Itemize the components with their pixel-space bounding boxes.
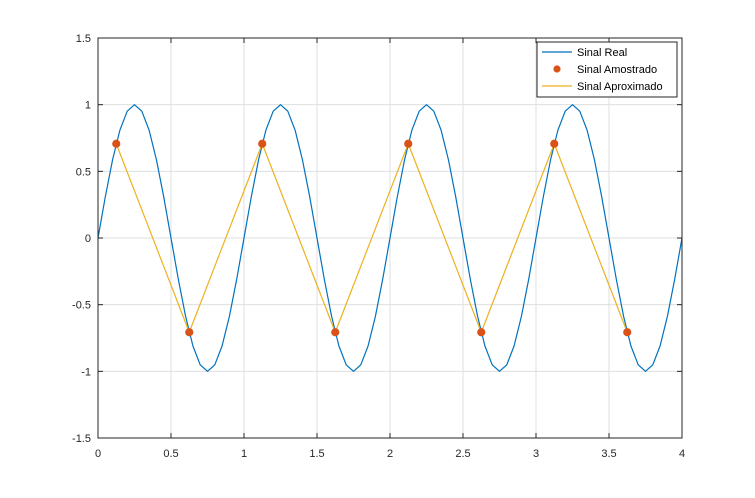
y-tick-label: -1 (81, 366, 91, 378)
x-tick-label: 2.5 (455, 448, 470, 460)
legend: Sinal Real Sinal Amostrado Sinal Aproximad… (536, 41, 678, 98)
series-line-2 (115, 143, 628, 333)
y-tick-label: -1.5 (72, 433, 91, 445)
series-line-0 (97, 104, 683, 372)
series-layer (97, 104, 683, 372)
sample-point (623, 328, 632, 337)
x-tick-label: 0.5 (163, 448, 178, 460)
legend-label: Sinal Real (577, 47, 627, 59)
sample-point (331, 328, 340, 337)
x-tick-label: 1 (241, 448, 247, 460)
x-tick-label: 3 (533, 448, 539, 460)
y-tick-label: -0.5 (72, 300, 91, 312)
legend-swatch-marker (553, 65, 561, 73)
y-tick-label: 0.5 (76, 166, 91, 178)
x-tick-label: 0 (95, 448, 101, 460)
sample-point (477, 328, 486, 337)
x-tick-label: 3.5 (601, 448, 616, 460)
ticks: 0 0.5 1 1.5 2 2.5 3 3.5 4 -1.5 -1 -0.5 0 0.5 1 1.5 (72, 33, 685, 460)
sample-point (185, 328, 194, 337)
x-tick-label: 4 (679, 448, 685, 460)
sample-point (258, 139, 267, 148)
sample-point (112, 139, 121, 148)
sample-point (550, 139, 559, 148)
legend-label: Sinal Amostrado (577, 64, 657, 76)
sample-point (404, 139, 413, 148)
y-tick-label: 1.5 (76, 33, 91, 45)
legend-label: Sinal Aproximado (577, 81, 663, 93)
x-tick-label: 2 (387, 448, 393, 460)
x-tick-label: 1.5 (309, 448, 324, 460)
y-tick-label: 1 (85, 100, 91, 112)
y-tick-label: 0 (85, 233, 91, 245)
